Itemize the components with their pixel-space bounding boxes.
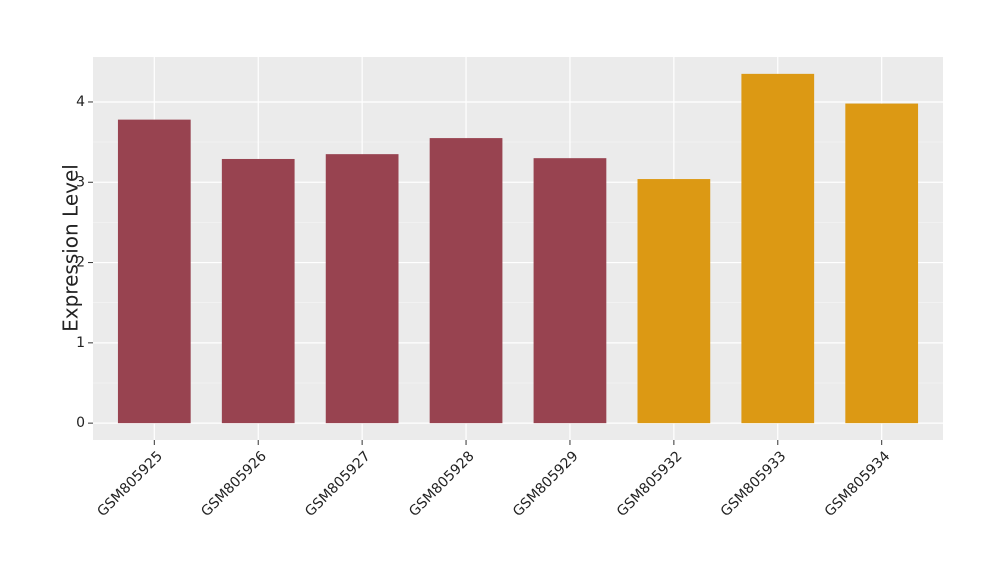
y-axis-title: Expression Level <box>59 164 83 332</box>
bar <box>741 73 815 424</box>
bar <box>637 179 711 424</box>
x-tick-label: GSM805932 <box>614 448 686 520</box>
bar <box>221 158 295 424</box>
bar <box>325 154 399 424</box>
y-tick-label: 0 <box>76 415 85 431</box>
y-tick-label: 4 <box>76 94 85 110</box>
y-tick-label: 2 <box>76 255 85 271</box>
bar <box>117 119 191 424</box>
bar <box>845 103 919 424</box>
x-tick-label: GSM805934 <box>822 448 894 520</box>
x-tick-label: GSM805928 <box>406 448 478 520</box>
y-tick-label: 3 <box>76 174 85 190</box>
y-tick-label: 1 <box>76 335 85 351</box>
x-tick-label: GSM805933 <box>718 448 790 520</box>
x-tick-label: GSM805929 <box>510 448 582 520</box>
x-tick-label: GSM805926 <box>198 448 270 520</box>
x-tick-label: GSM805925 <box>94 448 166 520</box>
plot-panel <box>93 57 943 440</box>
bar <box>429 138 503 424</box>
x-tick-label: GSM805927 <box>302 448 374 520</box>
bar <box>533 158 607 424</box>
